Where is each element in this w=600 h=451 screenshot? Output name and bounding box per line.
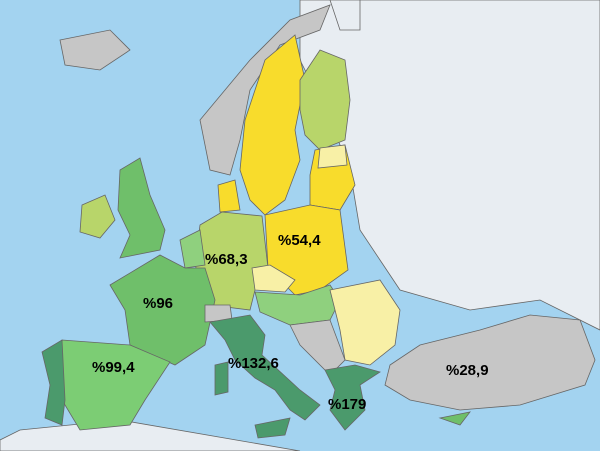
country-label: %54,4 [278,232,321,249]
italy [209,314,321,421]
non-eu-land [329,0,361,31]
spain [61,339,171,431]
sardinia [214,361,229,396]
greece [324,364,381,431]
country-label: %179 [328,396,366,413]
country-label: %99,4 [92,359,135,376]
romania-bulgaria [329,279,401,366]
country-label: %68,3 [205,251,248,268]
sweden [239,34,306,216]
sicily [254,417,291,439]
country-label: %28,9 [446,362,489,379]
iceland [59,29,131,71]
estonia [317,144,348,169]
cyprus [438,411,471,426]
czechia [251,264,296,293]
balkans [289,319,346,376]
uk [117,157,166,259]
country-label: %132,6 [228,355,279,372]
portugal [41,339,66,426]
finland [299,49,351,151]
country-label: %96 [143,295,173,312]
turkey [384,314,596,411]
benelux [179,229,206,269]
denmark [217,179,241,213]
ireland [79,194,116,239]
norway [199,4,331,176]
